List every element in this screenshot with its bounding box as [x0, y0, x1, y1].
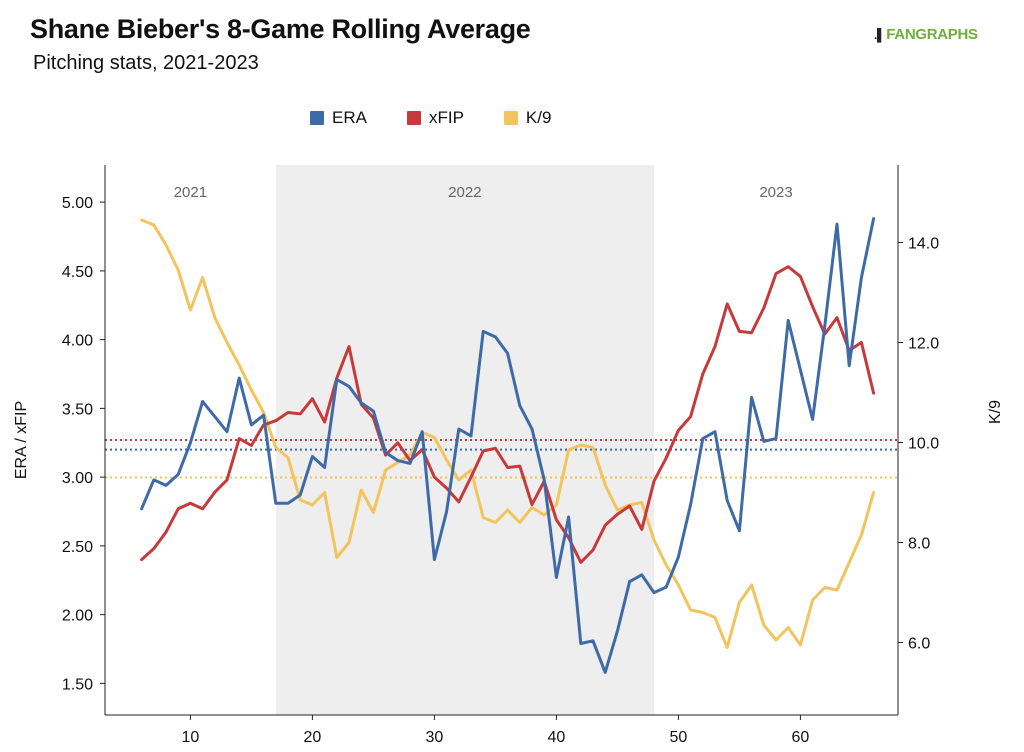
logo-text: FANGRAPHS	[886, 26, 978, 43]
x-tick-label: 60	[792, 729, 810, 746]
chart-legend: ERA xFIP K/9	[310, 104, 551, 132]
season-band-2022	[275, 165, 654, 715]
legend-item-era: ERA	[310, 108, 367, 128]
x-tick-label: 20	[304, 729, 322, 746]
x-tick-label: 50	[670, 729, 688, 746]
y-tick-label: 4.50	[62, 264, 93, 281]
y2-axis-label: K/9	[987, 400, 1004, 424]
season-label-2022: 2022	[448, 184, 481, 201]
legend-swatch-era	[310, 111, 324, 125]
season-label-2023: 2023	[759, 184, 792, 201]
y2-tick-label: 10.0	[908, 436, 939, 453]
legend-label-xfip: xFIP	[428, 108, 464, 127]
y-tick-label: 2.00	[62, 608, 93, 625]
chart-subtitle: Pitching stats, 2021-2023	[33, 52, 259, 74]
chart-title: Shane Bieber's 8-Game Rolling Average	[30, 14, 531, 44]
y-tick-label: 5.00	[62, 195, 93, 212]
x-tick-label: 10	[182, 729, 200, 746]
y-tick-label: 3.50	[62, 401, 93, 418]
y2-tick-label: 12.0	[908, 336, 939, 353]
series-line-k9	[140, 218, 876, 649]
y-tick-label: 3.00	[62, 470, 93, 487]
legend-item-xfip: xFIP	[406, 108, 464, 128]
series-line-era	[140, 217, 876, 674]
legend-label-era: ERA	[332, 108, 367, 127]
legend-label-k9: K/9	[525, 108, 552, 127]
x-tick-label: 40	[548, 729, 566, 746]
season-label-2021: 2021	[174, 184, 207, 201]
legend-item-k9: K/9	[503, 108, 552, 128]
logo-mark-icon: .▌	[874, 28, 886, 42]
x-tick-label: 30	[426, 729, 444, 746]
y-tick-label: 4.00	[62, 333, 93, 350]
fangraphs-logo: .▌FANGRAPHS	[874, 26, 978, 43]
y-tick-label: 1.50	[62, 676, 93, 693]
legend-swatch-xfip	[406, 111, 421, 125]
y2-tick-label: 14.0	[908, 236, 939, 253]
y-tick-label: 2.50	[62, 539, 93, 556]
legend-swatch-k9	[503, 111, 518, 125]
y2-tick-label: 8.0	[908, 536, 930, 553]
y2-tick-label: 6.0	[908, 636, 930, 653]
y-axis-label: ERA / xFIP	[13, 401, 30, 479]
